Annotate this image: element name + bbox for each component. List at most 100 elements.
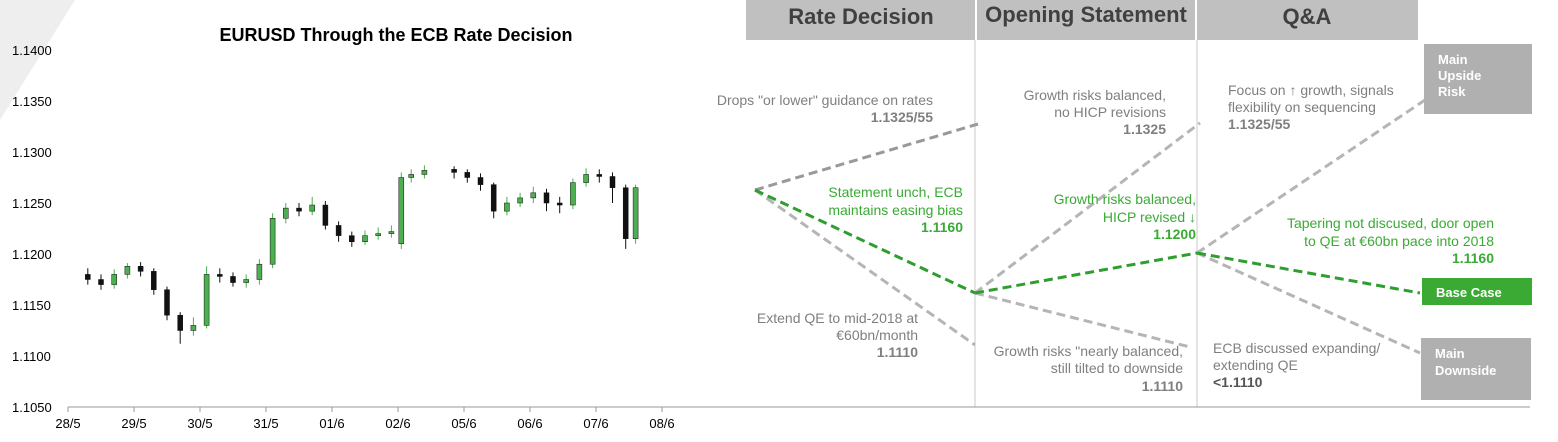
note: Growth risks "nearly balanced, bbox=[994, 343, 1183, 359]
path-line bbox=[1196, 251, 1421, 355]
note: extending QE bbox=[1213, 357, 1298, 373]
note: Extend QE to mid-2018 at bbox=[757, 310, 918, 326]
x-tick-label: 05/6 bbox=[451, 416, 476, 431]
y-tick-label: 1.1200 bbox=[12, 247, 52, 262]
path-line bbox=[1196, 251, 1421, 295]
x-tick-label: 06/6 bbox=[517, 416, 542, 431]
candle-body bbox=[269, 218, 276, 265]
note: to QE at €60bn pace into 2018 bbox=[1304, 233, 1494, 249]
y-tick-label: 1.1400 bbox=[12, 43, 52, 58]
note: maintains easing bias bbox=[828, 202, 963, 218]
candle-body bbox=[349, 235, 355, 243]
outcome-box bbox=[1421, 338, 1531, 400]
x-tick-label: 02/6 bbox=[385, 416, 410, 431]
candle-body bbox=[543, 192, 550, 204]
diagram: Rate Decision Opening Statement Q&A Drop… bbox=[717, 0, 1532, 408]
level: 1.1110 bbox=[877, 344, 918, 360]
level: 1.1325/55 bbox=[1228, 116, 1290, 132]
note: Tapering not discused, door open bbox=[1287, 215, 1494, 231]
candle-body bbox=[451, 169, 457, 173]
candle-body bbox=[530, 192, 537, 199]
candle-body bbox=[408, 174, 414, 178]
y-tick-label: 1.1050 bbox=[12, 400, 52, 415]
note: ECB discussed expanding/ bbox=[1213, 340, 1380, 356]
header: Opening Statement bbox=[985, 2, 1187, 27]
header: Q&A bbox=[1283, 4, 1332, 29]
level: 1.1160 bbox=[921, 219, 963, 235]
level: 1.1160 bbox=[1452, 250, 1494, 266]
header-cell bbox=[746, 0, 975, 40]
x-tick-label: 08/6 bbox=[649, 416, 674, 431]
candle-body bbox=[322, 204, 329, 226]
candle-body bbox=[283, 207, 289, 219]
path-line bbox=[974, 251, 1198, 295]
candle-body bbox=[124, 265, 131, 275]
outcome-box bbox=[1424, 44, 1532, 114]
decoration bbox=[0, 0, 75, 120]
candle-body bbox=[203, 274, 210, 326]
outcome-label: Upside bbox=[1438, 68, 1481, 83]
candle-body bbox=[421, 170, 428, 175]
x-tick-label: 07/6 bbox=[583, 416, 608, 431]
header-cell bbox=[1197, 0, 1418, 40]
note: Focus on ↑ growth, signals bbox=[1228, 82, 1394, 98]
candle-body bbox=[464, 172, 471, 178]
candle-body bbox=[556, 202, 563, 206]
x-tick-label: 30/5 bbox=[187, 416, 212, 431]
candle-body bbox=[177, 314, 183, 331]
chart-title: EURUSD Through the ECB Rate Decision bbox=[219, 25, 572, 45]
candle-body bbox=[596, 174, 603, 177]
note: €60bn/month bbox=[836, 327, 918, 343]
candle-body bbox=[256, 263, 263, 280]
candle-body bbox=[477, 177, 484, 185]
header: Rate Decision bbox=[788, 4, 934, 29]
level: 1.1200 bbox=[1153, 226, 1196, 242]
y-tick-label: 1.1250 bbox=[12, 196, 52, 211]
note: still tilted to downside bbox=[1051, 360, 1184, 376]
candle-body bbox=[111, 274, 117, 285]
candle-body bbox=[388, 231, 395, 234]
y-tick-label: 1.1100 bbox=[12, 349, 51, 364]
path-line bbox=[754, 188, 976, 347]
candle-body bbox=[362, 235, 368, 243]
candle-body bbox=[398, 177, 405, 245]
note: flexibility on sequencing bbox=[1228, 99, 1376, 115]
candle-body bbox=[296, 207, 302, 212]
candle-body bbox=[335, 225, 342, 236]
note: HICP revised ↓ bbox=[1103, 209, 1196, 225]
x-tick-label: 29/5 bbox=[121, 416, 146, 431]
path-line bbox=[974, 121, 1201, 295]
candle-body bbox=[98, 279, 104, 285]
note: no HICP revisions bbox=[1054, 104, 1166, 120]
note: Growth risks balanced, bbox=[1024, 87, 1166, 103]
candle-body bbox=[85, 274, 91, 280]
y-tick-label: 1.1300 bbox=[12, 145, 52, 160]
path-line bbox=[754, 188, 976, 295]
candle-body bbox=[217, 274, 223, 277]
candle-body bbox=[375, 233, 381, 236]
candle-body bbox=[230, 276, 236, 283]
y-tick-label: 1.1350 bbox=[12, 94, 52, 109]
candle-body bbox=[570, 182, 576, 206]
candle-body bbox=[632, 187, 639, 239]
path-line bbox=[974, 291, 1191, 349]
x-tick-label: 31/5 bbox=[253, 416, 278, 431]
chart: 1.1050 1.1100 1.1150 1.1200 1.1250 1.1300 1.13… bbox=[12, 43, 728, 431]
level: 1.1325/55 bbox=[871, 109, 933, 125]
path-line bbox=[1196, 98, 1426, 255]
header-cell bbox=[977, 0, 1195, 40]
level: 1.1325 bbox=[1123, 121, 1166, 137]
candle-body bbox=[137, 265, 144, 272]
level: <1.1110 bbox=[1213, 374, 1263, 390]
level: 1.1110 bbox=[1142, 378, 1183, 394]
candle-body bbox=[490, 184, 497, 212]
candle-body bbox=[504, 202, 510, 212]
candle-body bbox=[243, 279, 249, 283]
outcome-label: Downside bbox=[1435, 363, 1496, 378]
candle-body bbox=[309, 204, 315, 212]
outcome-label: Risk bbox=[1438, 84, 1466, 99]
candle-body bbox=[190, 325, 197, 331]
x-tick-label: 28/5 bbox=[55, 416, 80, 431]
candle-body bbox=[583, 174, 589, 183]
